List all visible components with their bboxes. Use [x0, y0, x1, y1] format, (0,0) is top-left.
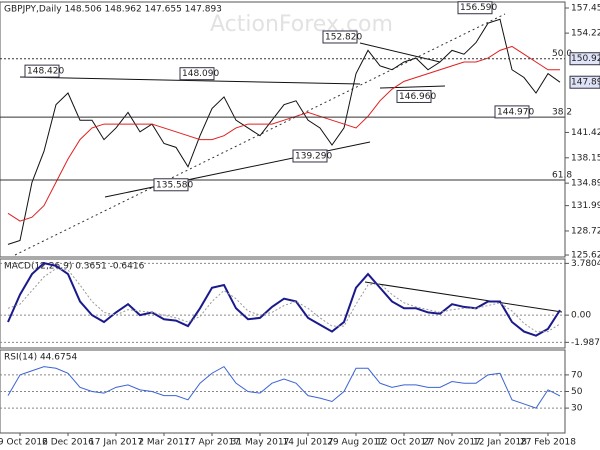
price-box: [457, 1, 493, 15]
fib-label: 38.2: [552, 108, 572, 118]
channel-line: [14, 13, 506, 256]
y-tick-label: 131.990: [571, 201, 600, 211]
price-label: 146.960: [399, 92, 436, 102]
x-tick-label: 31 May 2017: [231, 438, 290, 448]
price-label: 148.420: [27, 67, 64, 77]
price-box: [24, 64, 60, 78]
price-box: [494, 105, 530, 119]
price-label: 135.580: [156, 180, 193, 190]
price-box: [322, 30, 358, 44]
x-tick-label: 14 Jul 2017: [283, 438, 334, 448]
macd-title: MACD(12,26,9) 0.3651 -0.6416: [4, 262, 145, 272]
x-tick-label: 17 Jan 2017: [89, 438, 143, 448]
trend-line: [364, 281, 563, 313]
price-box: [396, 89, 432, 103]
last-box: [569, 75, 600, 89]
trend-line: [359, 42, 441, 63]
price-panel: [0, 1, 566, 258]
series-line: [7, 268, 561, 333]
price-label: 148.090: [182, 69, 219, 79]
price-label: 139.290: [295, 151, 332, 161]
fib-label: 50.0: [552, 49, 572, 59]
trend-line: [19, 76, 361, 85]
watermark: ActionForex.com: [210, 12, 393, 37]
series-line: [7, 45, 560, 222]
y-tick-label: 134.890: [571, 179, 600, 189]
y-tick-label: 125.625: [571, 251, 600, 261]
x-tick-label: 2 Dec 2016: [42, 438, 94, 448]
series-line: [7, 365, 561, 409]
y-tick-label: 154.220: [571, 29, 600, 39]
y-tick-label: 50: [571, 387, 583, 397]
x-tick-label: 29 Aug 2017: [327, 438, 385, 448]
price-box: [292, 149, 328, 163]
series-line: [7, 18, 561, 245]
price-box: [179, 67, 215, 81]
trend-line: [104, 141, 371, 198]
y-tick-label: 70: [571, 370, 583, 380]
y-tick-label: 138.155: [571, 153, 600, 163]
x-tick-label: 27 Nov 2017: [423, 438, 481, 448]
y-tick-label: 141.420: [571, 128, 600, 138]
x-tick-label: 19 Oct 2016: [0, 438, 48, 448]
level-box: [569, 52, 600, 66]
y-tick-label: 128.725: [571, 226, 600, 236]
x-tick-label: 12 Oct 2017: [376, 438, 432, 448]
x-tick-label: 2 Mar 2017: [138, 438, 189, 448]
y-tick-label: 0.00: [571, 311, 591, 321]
series-line: [7, 262, 561, 337]
level-label: 150.920: [571, 54, 600, 64]
trend-line: [379, 85, 446, 89]
x-tick-label: 12 Jan 2018: [473, 438, 527, 448]
price-label: 156.590: [460, 3, 497, 13]
macd-panel: [0, 258, 566, 349]
price-box: [153, 178, 189, 192]
price-label: 144.970: [497, 107, 534, 117]
y-tick-label: 157.455: [571, 4, 600, 14]
x-tick-label: 27 Feb 2018: [520, 438, 576, 448]
price-label: 152.820: [325, 32, 362, 42]
x-tick-label: 17 Apr 2017: [184, 438, 240, 448]
fib-label: 61.8: [552, 170, 572, 180]
y-tick-label: 30: [571, 404, 583, 414]
rsi-title: RSI(14) 44.6754: [4, 353, 77, 363]
last-label: 147.893: [571, 78, 600, 88]
y-tick-label: 3.7804: [571, 259, 600, 269]
chart-title: GBPJPY,Daily 148.506 148.962 147.655 147…: [4, 5, 222, 15]
